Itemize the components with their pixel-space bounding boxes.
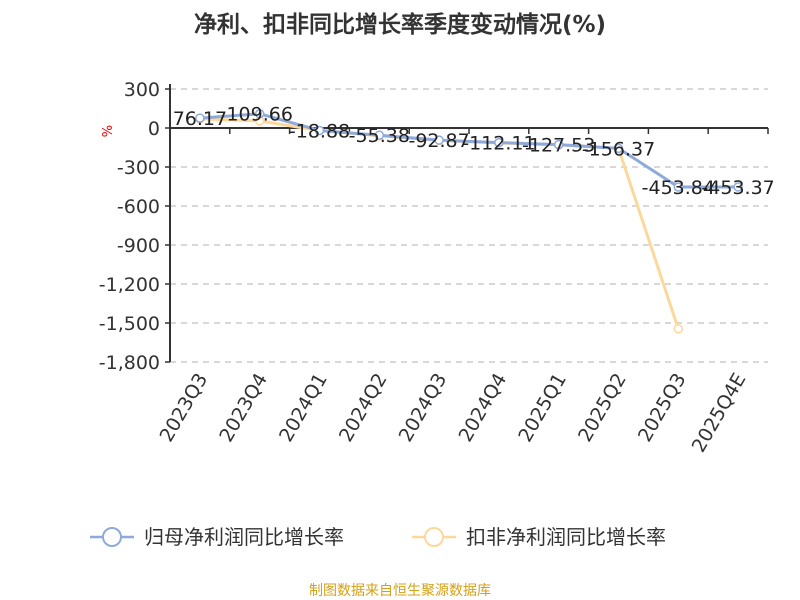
x-tick-label: 2025Q2: [574, 370, 631, 446]
y-tick-label: 300: [124, 79, 160, 101]
data-point[interactable]: [673, 324, 684, 334]
data-point[interactable]: [254, 108, 265, 119]
data-point[interactable]: [673, 182, 684, 192]
data-point[interactable]: [553, 139, 564, 150]
legend-label[interactable]: 扣非净利润同比增长率: [466, 525, 666, 549]
x-tick-label: 2025Q1: [514, 370, 571, 446]
y-tick-label: 0: [148, 118, 160, 140]
x-tick-label: 2023Q4: [215, 370, 272, 446]
series-line: [199, 112, 739, 189]
data-label: -18.88: [289, 120, 350, 142]
data-label: -127.53: [522, 135, 595, 157]
data-label: -112.11: [462, 133, 535, 155]
y-axis-label: %: [101, 125, 116, 137]
data-label: -453.84: [642, 177, 715, 199]
y-tick-label: -1,500: [99, 313, 160, 335]
y-tick-label: -900: [117, 235, 160, 257]
data-label: 109.66: [226, 104, 292, 126]
data-point[interactable]: [374, 130, 385, 140]
data-label: -453.37: [701, 177, 774, 199]
x-tick-label: 2024Q1: [275, 370, 332, 446]
x-tick-label: 2023Q3: [155, 370, 212, 446]
x-tick-label: 2024Q4: [454, 370, 511, 446]
data-point[interactable]: [434, 135, 444, 145]
y-tick-label: -300: [117, 157, 160, 179]
y-tick-label: -1,200: [99, 274, 160, 296]
y-tick-label: -1,800: [99, 352, 160, 374]
legend-marker-icon: [102, 527, 122, 547]
data-point[interactable]: [733, 182, 743, 192]
data-label: 76.17: [173, 108, 227, 130]
data-point[interactable]: [195, 113, 205, 123]
x-tick-label: 2025Q3: [634, 370, 691, 446]
y-tick-label: -600: [117, 196, 160, 218]
x-tick-label: 2024Q2: [335, 370, 392, 446]
data-label: -156.37: [582, 138, 655, 160]
data-point[interactable]: [494, 137, 504, 148]
chart-title: 净利、扣非同比增长率季度变动情况(%): [194, 11, 606, 38]
legend-marker-icon: [424, 527, 444, 547]
footer-source: 制图数据来自恒生聚源数据库: [309, 583, 491, 599]
data-point[interactable]: [314, 125, 325, 136]
legend-label[interactable]: 归母净利润同比增长率: [144, 525, 344, 549]
x-tick-label: 2025Q4E: [688, 370, 751, 457]
x-tick-label: 2024Q3: [395, 369, 452, 445]
data-point[interactable]: [613, 143, 624, 154]
data-label: -92.87: [408, 130, 469, 152]
data-label: -55.38: [349, 125, 410, 147]
